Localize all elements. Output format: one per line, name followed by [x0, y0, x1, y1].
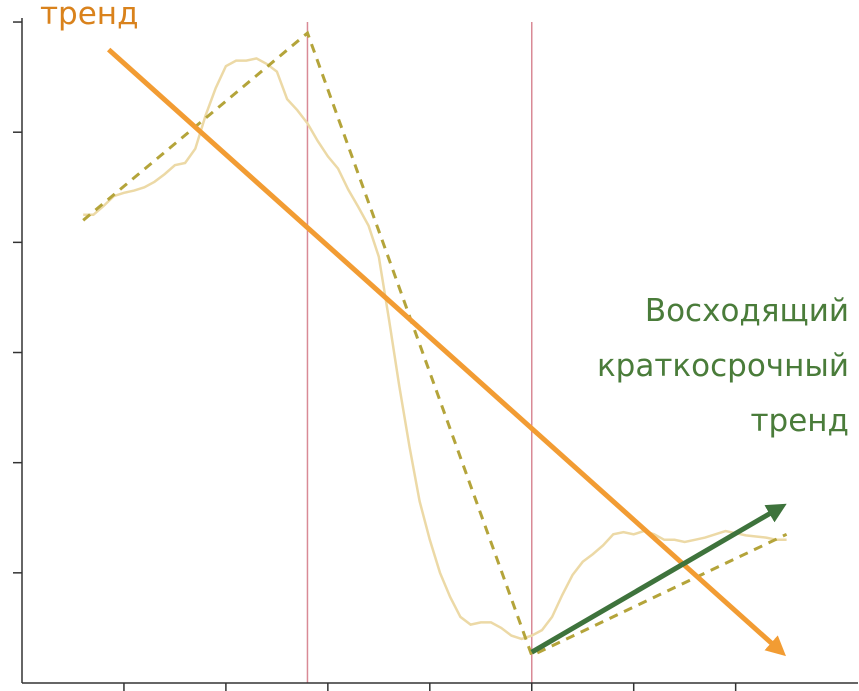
left-trend-label: тренд: [40, 0, 139, 32]
short-term-uptrend-arrow: [530, 503, 787, 655]
right-trend-label-line3: тренд: [750, 403, 849, 439]
long-term-downtrend-arrow: [106, 47, 787, 657]
right-trend-label-line2: краткосрочный: [597, 348, 849, 384]
period-dividers: [306, 22, 533, 683]
axis-ticks: [13, 21, 737, 691]
right-trend-label-line1: Восходящий: [645, 293, 849, 329]
